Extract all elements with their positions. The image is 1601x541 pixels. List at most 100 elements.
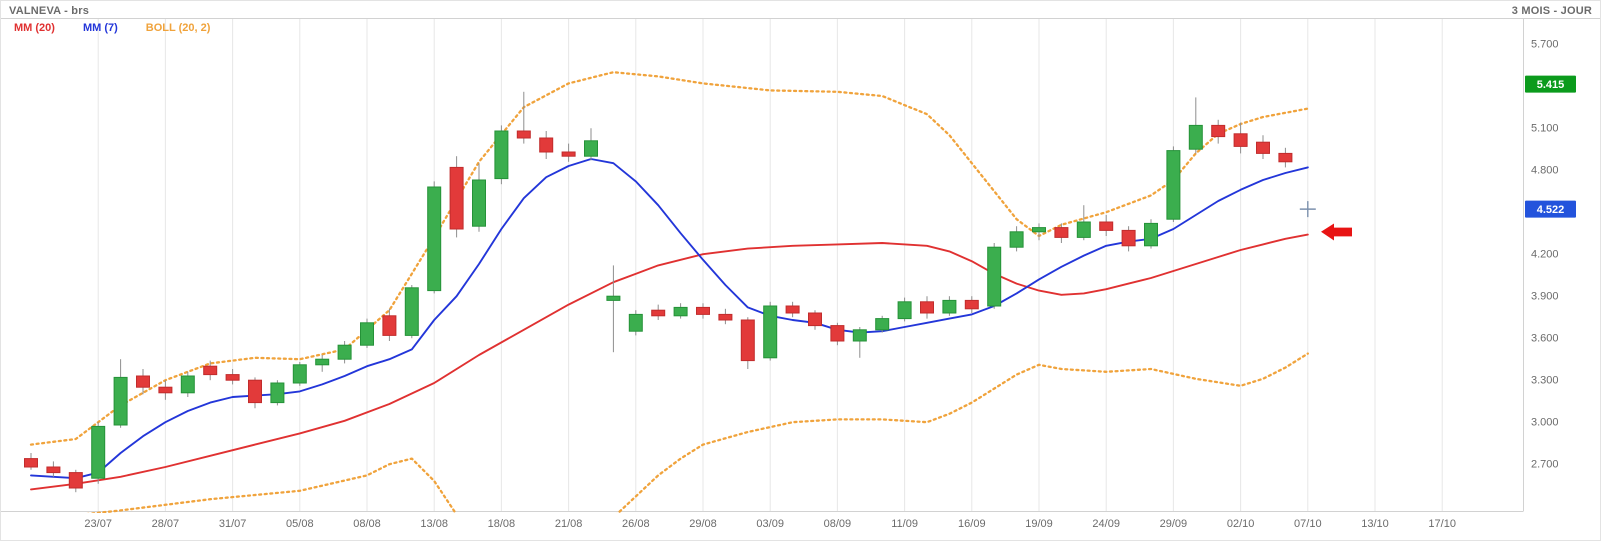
candle [606, 265, 621, 353]
candle-body [180, 375, 195, 394]
y-axis-tick-label: 5.700 [1531, 39, 1559, 51]
chart-header: VALNEVA - brs 3 MOIS - JOUR [1, 1, 1600, 20]
candle-body [763, 305, 778, 359]
candle [1076, 205, 1091, 241]
candle [1166, 146, 1181, 222]
candle-body [270, 382, 285, 404]
timeframe-label[interactable]: 3 MOIS - JOUR [1511, 5, 1592, 17]
candle-body [248, 379, 262, 404]
candle [427, 181, 442, 294]
candle [68, 469, 83, 493]
candle-body [606, 295, 621, 301]
candle [382, 308, 397, 341]
candle-body [494, 130, 509, 180]
candle [136, 369, 150, 395]
candle [1099, 215, 1114, 236]
candle [315, 355, 330, 372]
candle [1256, 135, 1270, 159]
x-axis-tick-label: 17/10 [1428, 518, 1456, 530]
candle [696, 303, 710, 319]
last-price-badge: 4.522 [1525, 200, 1576, 218]
candles-layer [24, 91, 1293, 493]
mm20-line [30, 233, 1309, 491]
candle-body [203, 365, 218, 376]
candle [875, 315, 890, 333]
y-axis-labels: 5.700 5.100 4.800 4.200 3.900 3.600 3.300 3.000… [1531, 39, 1559, 471]
legend-mm20[interactable]: MM (20) [14, 22, 55, 34]
candle-body [337, 344, 352, 360]
high-price-badge: 5.415 [1525, 75, 1576, 93]
candle-body [785, 305, 800, 314]
candle [1121, 226, 1136, 252]
candle [852, 327, 867, 358]
candle [1188, 97, 1203, 154]
candle-body [404, 287, 419, 336]
candle [24, 453, 38, 470]
candle [1211, 119, 1226, 144]
candle [113, 359, 128, 428]
candle-body [897, 301, 912, 320]
legend-mm7[interactable]: MM (7) [82, 22, 118, 34]
candle [270, 380, 285, 406]
candle [740, 317, 755, 369]
candle [763, 301, 778, 361]
candle-body [1188, 124, 1203, 150]
candle-body [942, 299, 957, 314]
candle [404, 285, 419, 339]
candle-body [158, 386, 173, 394]
candle-body [740, 319, 755, 362]
candle [628, 310, 643, 336]
candle-body [584, 140, 598, 157]
candle [584, 128, 598, 161]
instrument-title: VALNEVA - brs [9, 5, 90, 17]
candle-body [136, 375, 150, 388]
candle-body [1233, 133, 1248, 147]
candle-body [1256, 141, 1270, 154]
candle-body [830, 325, 845, 342]
y-axis-tick-label: 3.300 [1531, 375, 1559, 387]
x-axis-tick-label: 03/09 [756, 518, 784, 530]
legend-boll[interactable]: BOLL (20, 2) [145, 22, 211, 34]
candle [292, 362, 307, 386]
y-axis-tick-label: 2.700 [1531, 459, 1559, 471]
candle [1144, 219, 1158, 249]
candle [673, 303, 688, 319]
x-axis-tick-label: 26/08 [622, 518, 650, 530]
candle-body [1009, 231, 1024, 248]
candle-body [1099, 221, 1114, 231]
candle [964, 296, 979, 313]
candle-body [1054, 227, 1069, 238]
candle [1054, 223, 1069, 243]
candle-body [964, 299, 979, 310]
x-axis-tick-label: 24/09 [1092, 518, 1120, 530]
candle-body [225, 374, 240, 381]
y-axis-tick-label: 3.900 [1531, 291, 1559, 303]
x-axis-tick-label: 02/10 [1227, 518, 1255, 530]
indicator-legend: MM (20) MM (7) BOLL (20, 2) [14, 22, 210, 34]
candle-body [113, 376, 128, 426]
x-axis-tick-label: 23/07 [84, 518, 112, 530]
candle [203, 360, 218, 381]
candle [718, 308, 733, 325]
candle [987, 243, 1002, 309]
candle-body [852, 329, 867, 342]
candle [897, 297, 912, 322]
x-axis-tick-label: 13/08 [420, 518, 448, 530]
candle [91, 422, 106, 484]
candle-body [24, 458, 38, 468]
candle-body [651, 309, 666, 317]
y-axis-tick-label: 3.000 [1531, 417, 1559, 429]
candle-body [360, 322, 374, 346]
candle-body [516, 130, 531, 139]
x-axis-labels: 23/07 28/07 31/07 05/08 08/08 13/08 18/08 21/08… [84, 518, 1456, 530]
candle [360, 318, 374, 348]
trend-arrow-icon [1321, 223, 1352, 241]
candle-body [1121, 229, 1136, 247]
grid-lines [97, 19, 1443, 511]
candle-body [628, 313, 643, 332]
candle [651, 304, 666, 320]
candle [1278, 147, 1293, 168]
svg-text:5.415: 5.415 [1537, 79, 1565, 91]
